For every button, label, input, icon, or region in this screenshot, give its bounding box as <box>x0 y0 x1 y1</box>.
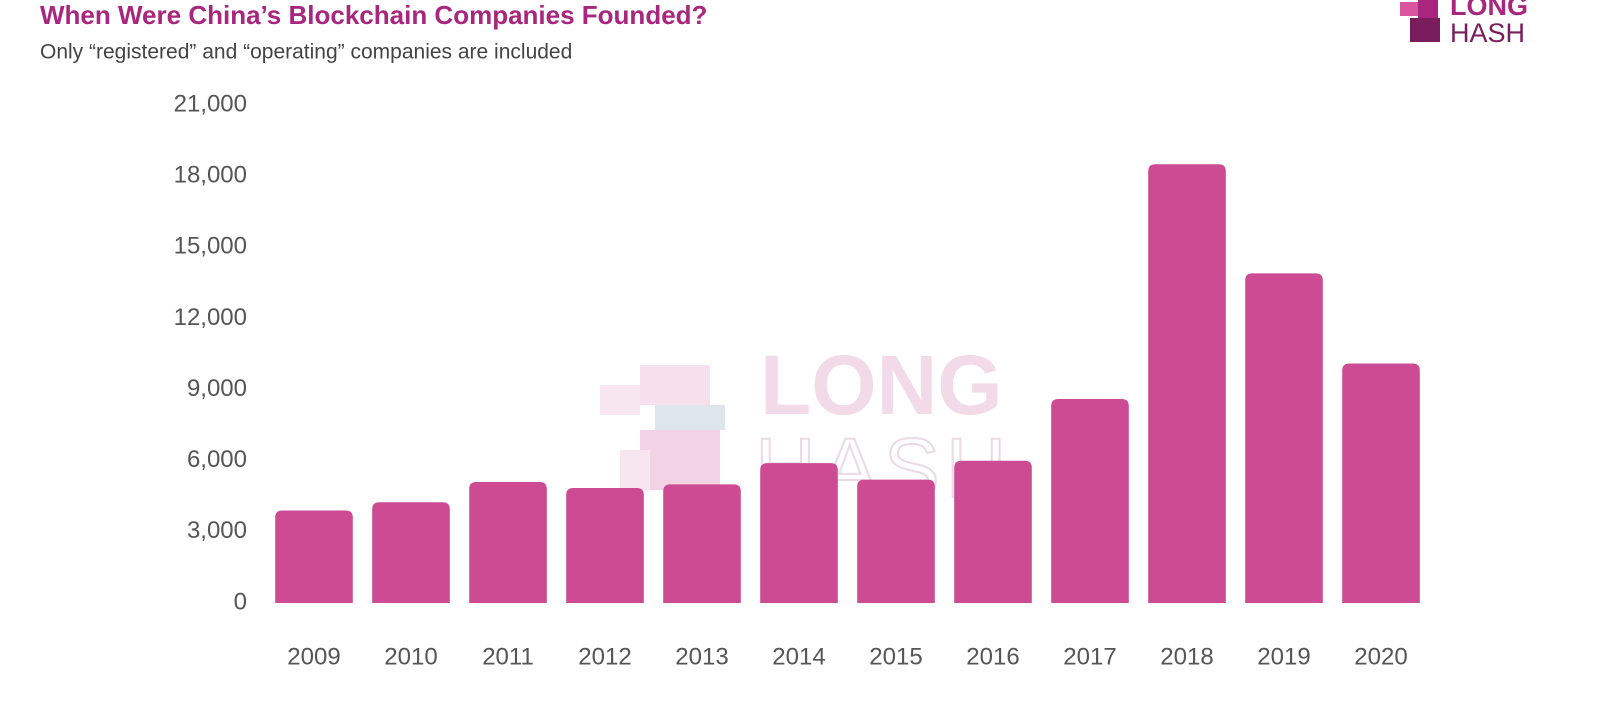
x-tick-label: 2020 <box>1354 643 1407 670</box>
bar <box>954 460 1032 603</box>
watermark: LONG HASH <box>600 338 1007 516</box>
y-tick-label: 0 <box>234 588 247 615</box>
bar <box>663 484 741 603</box>
bar <box>760 463 838 603</box>
watermark-block <box>640 365 710 405</box>
bar <box>1148 164 1226 604</box>
bar <box>372 502 450 603</box>
watermark-text: LONG <box>760 338 1003 432</box>
bar <box>1051 399 1129 603</box>
y-tick-label: 9,000 <box>187 375 247 402</box>
x-tick-label: 2011 <box>482 643 534 670</box>
x-tick-label: 2019 <box>1257 643 1310 670</box>
y-tick-label: 12,000 <box>174 304 247 331</box>
bar <box>857 479 935 603</box>
bar <box>469 482 547 603</box>
y-tick-label: 15,000 <box>174 233 247 260</box>
logo: LONG HASH <box>1400 0 1528 48</box>
x-tick-label: 2014 <box>772 643 825 670</box>
x-tick-label: 2016 <box>966 643 1019 670</box>
logo-text: HASH <box>1450 18 1525 48</box>
logo-block <box>1418 0 1438 20</box>
watermark-block <box>640 430 720 490</box>
chart-title: When Were China’s Blockchain Companies F… <box>40 0 707 30</box>
watermark-block <box>655 405 725 430</box>
watermark-block <box>600 385 640 415</box>
watermark-block <box>620 450 650 490</box>
x-tick-label: 2015 <box>869 643 922 670</box>
logo-block <box>1400 2 1418 16</box>
x-tick-label: 2010 <box>384 643 437 670</box>
bar <box>1342 363 1420 603</box>
x-tick-label: 2017 <box>1063 643 1116 670</box>
bar <box>566 487 644 603</box>
bar <box>275 510 353 603</box>
x-tick-label: 2013 <box>675 643 728 670</box>
y-tick-label: 18,000 <box>174 161 247 188</box>
logo-block <box>1410 18 1440 42</box>
y-tick-label: 3,000 <box>187 517 247 544</box>
y-tick-label: 6,000 <box>187 446 247 473</box>
chart-subtitle: Only “registered” and “operating” compan… <box>40 41 572 64</box>
x-tick-label: 2018 <box>1160 643 1213 670</box>
y-tick-label: 21,000 <box>174 90 247 117</box>
logo-text: LONG <box>1450 0 1528 21</box>
bar <box>1245 273 1323 603</box>
x-tick-label: 2012 <box>578 643 631 670</box>
x-tick-label: 2009 <box>287 643 340 670</box>
